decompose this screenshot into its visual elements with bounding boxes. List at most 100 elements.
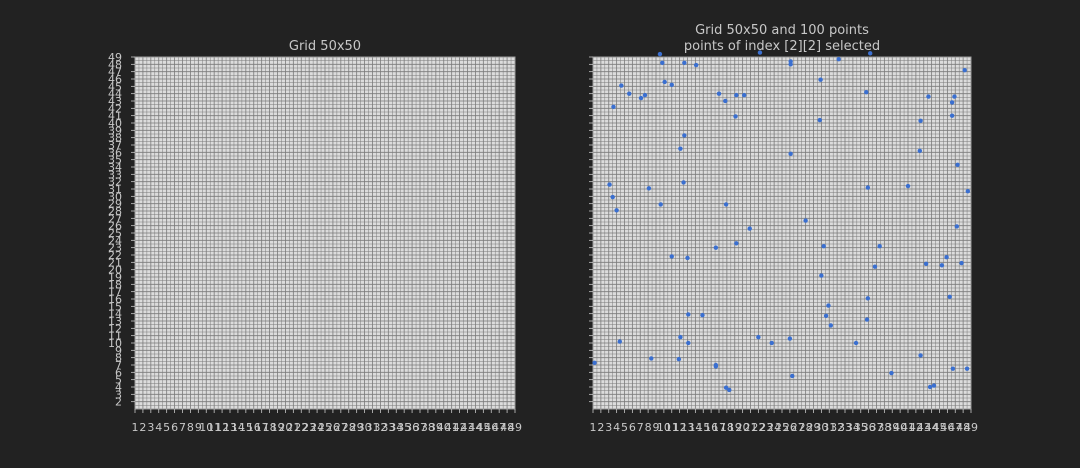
x-tick-label: 3 xyxy=(147,421,154,434)
y-tick-label: 13 xyxy=(108,315,122,328)
scatter-point xyxy=(952,94,957,99)
scatter-point xyxy=(678,334,683,340)
y-tick-label: 29 xyxy=(108,198,122,211)
scatter-point xyxy=(889,370,894,376)
scatter-point xyxy=(657,51,663,57)
x-tick-label: 31 xyxy=(366,421,380,434)
x-tick-label: 18 xyxy=(263,421,277,434)
x-tick-label: 34 xyxy=(846,421,860,434)
x-tick-label: 45 xyxy=(933,421,947,434)
x-tick-label: 49 xyxy=(508,421,522,434)
x-tick-label: 31 xyxy=(822,421,836,434)
scatter-point xyxy=(669,254,674,259)
scatter-point xyxy=(864,90,869,95)
y-tick-label: 22 xyxy=(108,249,122,262)
scatter-point xyxy=(864,317,870,322)
x-tick-label: 28 xyxy=(342,421,356,434)
x-tick-label: 11 xyxy=(207,421,221,434)
scatter-point xyxy=(734,92,739,98)
x-tick-label: 37 xyxy=(413,421,427,434)
y-tick-label: 19 xyxy=(108,271,122,284)
chart-title-line: points of index [2][2] selected xyxy=(684,39,880,54)
x-tick-label: 49 xyxy=(964,421,978,434)
y-tick-label: 45 xyxy=(108,80,122,93)
x-tick-label: 20 xyxy=(736,421,750,434)
x-tick-label: 33 xyxy=(381,421,395,434)
scatter-point xyxy=(949,113,955,118)
x-tick-label: 47 xyxy=(948,421,962,434)
x-tick-label: 35 xyxy=(854,421,868,434)
y-tick-label: 14 xyxy=(108,308,122,321)
x-tick-label: 25 xyxy=(775,421,789,434)
x-tick-label: 24 xyxy=(767,421,781,434)
x-tick-label: 48 xyxy=(500,421,514,434)
x-tick-label: 30 xyxy=(814,421,828,434)
scatter-point xyxy=(944,255,949,260)
scatter-point xyxy=(682,133,687,138)
x-tick-label: 38 xyxy=(421,421,435,434)
x-tick-label: 45 xyxy=(476,421,490,434)
x-tick-label: 5 xyxy=(163,421,170,434)
scatter-point xyxy=(713,364,719,369)
scatter-point xyxy=(646,186,652,191)
scatter-point xyxy=(660,60,665,66)
x-tick-label: 40 xyxy=(893,421,907,434)
y-tick-label: 5 xyxy=(115,374,122,387)
x-tick-label: 24 xyxy=(310,421,324,434)
scatter-point xyxy=(964,366,970,371)
x-tick-label: 42 xyxy=(909,421,923,434)
y-tick-label: 32 xyxy=(108,176,122,189)
x-tick-label: 48 xyxy=(956,421,970,434)
x-tick-label: 14 xyxy=(231,421,245,434)
x-tick-label: 46 xyxy=(484,421,498,434)
x-tick-label: 33 xyxy=(838,421,852,434)
scatter-point xyxy=(638,95,644,101)
x-tick-label: 16 xyxy=(704,421,718,434)
scatter-point xyxy=(823,313,829,319)
scatter-point xyxy=(819,273,824,278)
scatter-point xyxy=(923,261,929,266)
scatter-point xyxy=(716,91,722,96)
y-tick-label: 7 xyxy=(115,359,122,372)
scatter-point xyxy=(658,202,663,207)
chart-title-line: Grid 50x50 and 100 points xyxy=(695,23,869,38)
y-tick-label: 28 xyxy=(108,205,122,218)
scatter-point xyxy=(733,114,738,119)
scatter-point xyxy=(713,245,719,250)
y-tick-label: 33 xyxy=(108,168,122,181)
y-tick-label: 6 xyxy=(115,366,122,379)
scatter-point xyxy=(611,104,616,110)
y-tick-label: 46 xyxy=(108,73,122,86)
scatter-point xyxy=(959,260,964,266)
x-tick-label: 43 xyxy=(917,421,931,434)
scatter-point xyxy=(962,68,967,73)
x-tick-label: 2 xyxy=(597,421,604,434)
x-tick-label: 18 xyxy=(720,421,734,434)
scatter-point xyxy=(926,94,931,99)
x-tick-label: 10 xyxy=(199,421,213,434)
scatter-point xyxy=(619,83,624,88)
y-tick-label: 42 xyxy=(108,102,122,115)
x-tick-label: 41 xyxy=(901,421,915,434)
y-tick-label: 21 xyxy=(108,256,122,269)
x-tick-label: 40 xyxy=(437,421,451,434)
y-tick-label: 30 xyxy=(108,190,122,203)
scatter-point xyxy=(954,224,960,229)
x-tick-label: 2 xyxy=(139,421,146,434)
x-tick-label: 5 xyxy=(621,421,628,434)
x-tick-label: 10 xyxy=(657,421,671,434)
y-tick-label: 47 xyxy=(108,66,122,79)
x-tick-label: 46 xyxy=(940,421,954,434)
x-tick-label: 43 xyxy=(461,421,475,434)
y-tick-label: 16 xyxy=(108,293,122,306)
y-tick-label: 35 xyxy=(108,154,122,167)
x-tick-label: 29 xyxy=(807,421,821,434)
x-tick-label: 6 xyxy=(629,421,636,434)
x-tick-label: 20 xyxy=(278,421,292,434)
y-tick-label: 25 xyxy=(108,227,122,240)
scatter-point xyxy=(682,60,687,66)
right-scatter-chart: Grid 50x50 and 100 points points of inde… xyxy=(589,23,978,434)
y-tick-label: 12 xyxy=(108,322,122,335)
y-tick-label: 3 xyxy=(115,388,122,401)
